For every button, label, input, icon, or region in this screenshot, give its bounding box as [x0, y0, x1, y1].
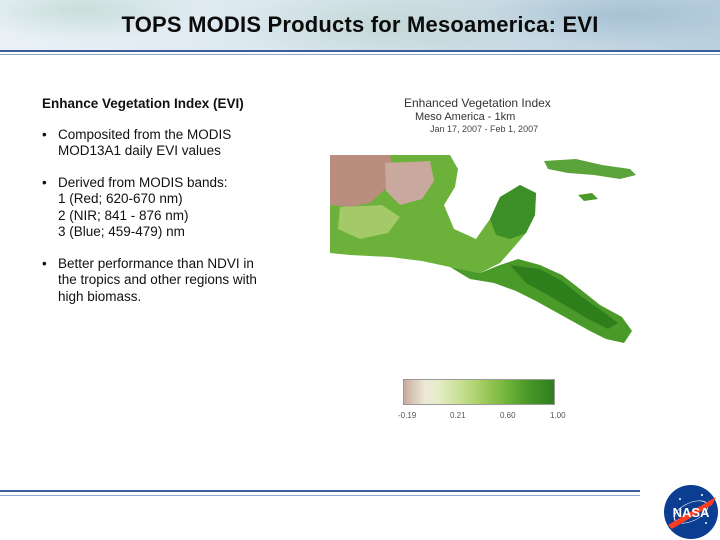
map-arid-region	[385, 161, 434, 205]
bullet-dot: •	[42, 126, 47, 142]
bullet-line: Derived from MODIS bands:	[58, 174, 228, 190]
legend-tick-label: 1.00	[550, 411, 566, 420]
bullet-line: Better performance than NDVI in	[58, 255, 254, 271]
bullet-line: 3 (Blue; 459-479) nm	[58, 224, 185, 239]
nasa-logo-stars	[701, 494, 703, 496]
section-heading: Enhance Vegetation Index (EVI)	[42, 96, 244, 111]
map-plateau	[338, 205, 400, 239]
header-rule-thin	[0, 54, 720, 55]
nasa-logo-vector	[668, 497, 716, 529]
legend-colorbar	[403, 379, 555, 405]
map-forest-band	[510, 265, 618, 329]
slide-title: TOPS MODIS Products for Mesoamerica: EVI	[121, 12, 599, 37]
nasa-logo-stars	[679, 498, 681, 500]
text-column: Enhance Vegetation Index (EVI) • Composi…	[42, 96, 312, 320]
bullet-dot: •	[42, 174, 47, 190]
legend-tick-label: -0.19	[398, 411, 417, 420]
bullet-line: MOD13A1 daily EVI values	[58, 143, 221, 158]
bullet-line: high biomass.	[58, 288, 142, 304]
evi-map-figure: Enhanced Vegetation Index Meso America -…	[330, 93, 636, 423]
map-yucatan	[490, 185, 536, 239]
map-land-central-america	[450, 259, 632, 343]
nasa-logo-stars	[705, 522, 707, 524]
bullet-line: 1 (Red; 620-670 nm)	[58, 191, 183, 206]
legend-tick-label: 0.21	[450, 411, 466, 420]
title-banner: TOPS MODIS Products for Mesoamerica: EVI	[0, 0, 720, 50]
footer-rule	[0, 490, 640, 492]
figure-date-range: Jan 17, 2007 - Feb 1, 2007	[430, 124, 539, 134]
mesoamerica-evi-map	[330, 155, 636, 343]
bullet-list: • Composited from the MODIS MOD13A1 dail…	[42, 127, 312, 306]
map-arid-highlands	[330, 155, 394, 207]
header-rule	[0, 50, 720, 52]
nasa-logo: NASA	[664, 485, 718, 539]
bullet-item: • Derived from MODIS bands: 1 (Red; 620-…	[42, 175, 312, 241]
map-cuba	[544, 159, 636, 179]
bullet-line: Composited from the MODIS	[58, 126, 232, 142]
map-island	[578, 193, 598, 201]
bullet-dot: •	[42, 255, 47, 271]
bullet-line: the tropics and other regions with	[58, 272, 257, 287]
bullet-line: 2 (NIR; 841 - 876 nm)	[58, 207, 189, 223]
footer-rule-thin	[0, 495, 640, 496]
bullet-item: • Better performance than NDVI in the tr…	[42, 256, 312, 306]
figure-title: Enhanced Vegetation Index	[404, 96, 551, 110]
figure-subtitle: Meso America - 1km	[415, 111, 516, 123]
legend-tick-label: 0.60	[500, 411, 516, 420]
banner-map-texture	[0, 0, 720, 50]
bullet-item: • Composited from the MODIS MOD13A1 dail…	[42, 127, 312, 160]
nasa-logo-text: NASA	[673, 505, 710, 520]
